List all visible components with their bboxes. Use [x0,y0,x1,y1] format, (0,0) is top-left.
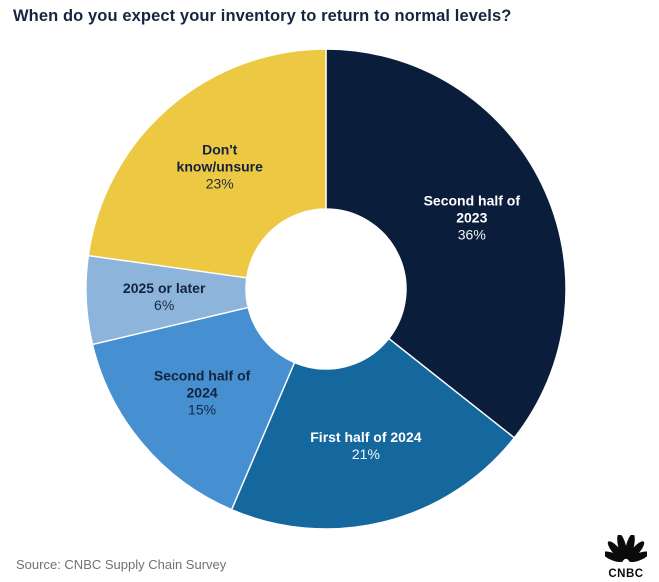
pie-slice-4 [87,48,327,279]
peacock-icon: CNBC [605,535,647,579]
source-caption: Source: CNBC Supply Chain Survey [16,557,227,572]
page-title: When do you expect your inventory to ret… [13,7,512,25]
pie-slice-1 [230,337,515,530]
pie-slice-2 [91,306,296,511]
cnbc-peacock-logo: CNBC [605,535,647,579]
pie-slice-0 [325,48,567,439]
cnbc-logo-text: CNBC [608,568,643,579]
